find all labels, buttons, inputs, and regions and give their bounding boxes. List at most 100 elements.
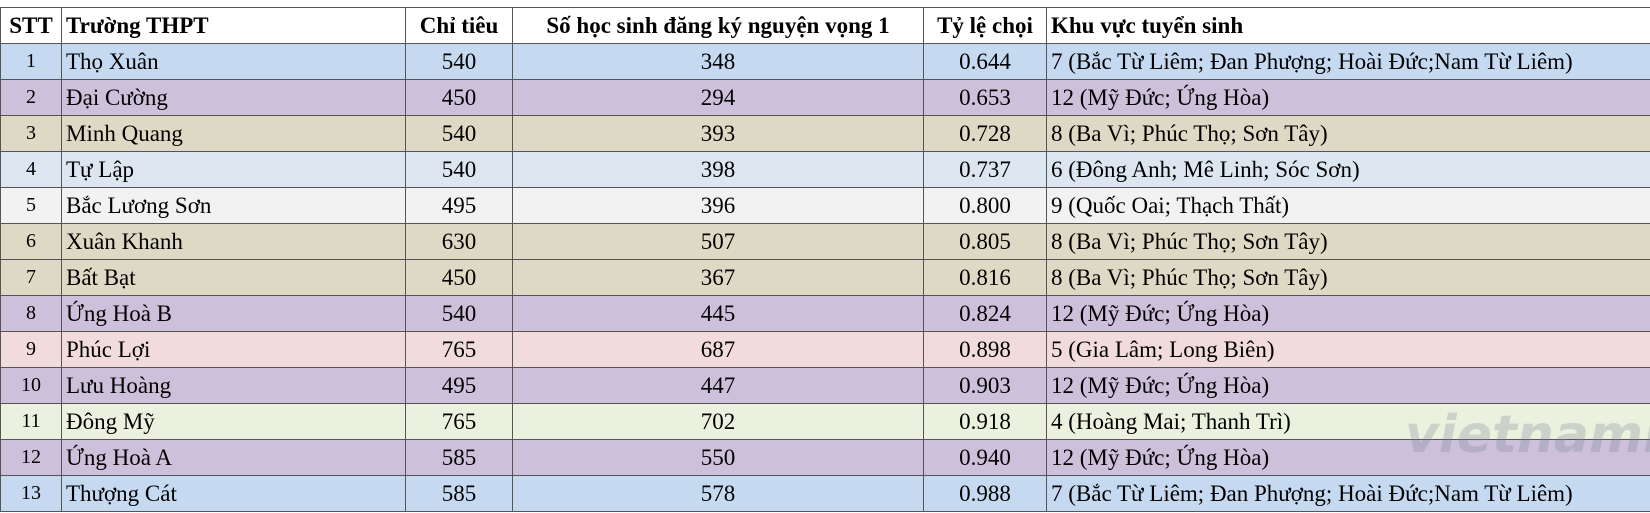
table-cell: 7 — [0, 259, 62, 296]
table-cell: Thọ Xuân — [61, 43, 406, 80]
table-cell: Ứng Hoà B — [61, 295, 406, 332]
table-cell: 13 — [0, 475, 62, 512]
table-cell: 6 (Đông Anh; Mê Linh; Sóc Sơn) — [1046, 151, 1650, 188]
table-cell: 396 — [512, 187, 924, 224]
table-cell: 6 — [0, 223, 62, 260]
table-cell: 540 — [405, 295, 513, 332]
table-cell: 12 (Mỹ Đức; Ứng Hòa) — [1046, 79, 1650, 116]
table-cell: 2 — [0, 79, 62, 116]
table-row: 6 Xuân Khanh 630 507 0.805 8 (Ba Vì; Phúc Thọ… — [0, 223, 1650, 260]
table-row: 11 Đông Mỹ 765 702 0.918 4 (Hoàng Mai; Thanh … — [0, 403, 1650, 440]
table-cell: 765 — [405, 403, 513, 440]
table-cell: Bất Bạt — [61, 259, 406, 296]
table-cell: 4 (Hoàng Mai; Thanh Trì) — [1046, 403, 1650, 440]
table-cell: 507 — [512, 223, 924, 260]
table-cell: 8 (Ba Vì; Phúc Thọ; Sơn Tây) — [1046, 223, 1650, 260]
table-cell: 398 — [512, 151, 924, 188]
table-row: 1 Thọ Xuân 540 348 0.644 7 (Bắc Từ Liêm; Đan … — [0, 43, 1650, 80]
table-cell: 11 — [0, 403, 62, 440]
table-cell: 578 — [512, 475, 924, 512]
table-cell: 9 — [0, 331, 62, 368]
table-cell: 0.800 — [923, 187, 1047, 224]
table-body: 1 Thọ Xuân 540 348 0.644 7 (Bắc Từ Liêm; Đan … — [0, 43, 1650, 512]
table-row: 5 Bắc Lương Sơn 495 396 0.800 9 (Quốc Oai; Th… — [0, 187, 1650, 224]
table-cell: 0.903 — [923, 367, 1047, 404]
table-cell: 8 — [0, 295, 62, 332]
table-cell: 294 — [512, 79, 924, 116]
header-row: STT Trường THPT Chỉ tiêu Số học sinh đăng k… — [0, 7, 1650, 44]
table-cell: Xuân Khanh — [61, 223, 406, 260]
table-cell: 687 — [512, 331, 924, 368]
table-cell: 495 — [405, 367, 513, 404]
table-cell: 0.644 — [923, 43, 1047, 80]
table-row: 4 Tự Lập 540 398 0.737 6 (Đông Anh; Mê Linh; … — [0, 151, 1650, 188]
table-row: 12 Ứng Hoà A 585 550 0.940 12 (Mỹ Đức; Ứng Hò… — [0, 439, 1650, 476]
table-cell: 765 — [405, 331, 513, 368]
table-cell: Minh Quang — [61, 115, 406, 152]
table-cell: Phúc Lợi — [61, 331, 406, 368]
table-cell: 367 — [512, 259, 924, 296]
header-cell: Số học sinh đăng ký nguyện vọng 1 — [512, 7, 924, 44]
table-cell: 12 (Mỹ Đức; Ứng Hòa) — [1046, 439, 1650, 476]
table-cell: 450 — [405, 259, 513, 296]
data-table: STT Trường THPT Chỉ tiêu Số học sinh đăng k… — [0, 7, 1650, 512]
table-cell: Ứng Hoà A — [61, 439, 406, 476]
table-row: 7 Bất Bạt 450 367 0.816 8 (Ba Vì; Phúc Thọ; S… — [0, 259, 1650, 296]
table-cell: 0.940 — [923, 439, 1047, 476]
table-row: 8 Ứng Hoà B 540 445 0.824 12 (Mỹ Đức; Ứng Hòa… — [0, 295, 1650, 332]
header-cell: STT — [0, 7, 62, 44]
table-cell: 393 — [512, 115, 924, 152]
table-cell: 12 (Mỹ Đức; Ứng Hòa) — [1046, 295, 1650, 332]
table-cell: Bắc Lương Sơn — [61, 187, 406, 224]
table-cell: 348 — [512, 43, 924, 80]
table-cell: 0.824 — [923, 295, 1047, 332]
table-cell: 702 — [512, 403, 924, 440]
table-cell: Tự Lập — [61, 151, 406, 188]
table-cell: 445 — [512, 295, 924, 332]
table-cell: 1 — [0, 43, 62, 80]
table-cell: 4 — [0, 151, 62, 188]
header-cell: Chỉ tiêu — [405, 7, 513, 44]
table-cell: 0.805 — [923, 223, 1047, 260]
table-cell: 0.653 — [923, 79, 1047, 116]
table-cell: 585 — [405, 475, 513, 512]
table-row: 2 Đại Cường 450 294 0.653 12 (Mỹ Đức; Ứng Hòa… — [0, 79, 1650, 116]
table-cell: 450 — [405, 79, 513, 116]
table-cell: 9 (Quốc Oai; Thạch Thất) — [1046, 187, 1650, 224]
table-cell: 540 — [405, 151, 513, 188]
table-row: 10 Lưu Hoàng 495 447 0.903 12 (Mỹ Đức; Ứng Hò… — [0, 367, 1650, 404]
table-cell: 447 — [512, 367, 924, 404]
table-cell: 7 (Bắc Từ Liêm; Đan Phượng; Hoài Đức;Nam… — [1046, 43, 1650, 80]
table-cell: Lưu Hoàng — [61, 367, 406, 404]
table-cell: 0.728 — [923, 115, 1047, 152]
table-cell: 540 — [405, 43, 513, 80]
table-cell: 0.737 — [923, 151, 1047, 188]
table-cell: 550 — [512, 439, 924, 476]
header-cell: Trường THPT — [61, 7, 406, 44]
table-cell: 0.918 — [923, 403, 1047, 440]
table-cell: Đại Cường — [61, 79, 406, 116]
table-row: 3 Minh Quang 540 393 0.728 8 (Ba Vì; Phúc Thọ… — [0, 115, 1650, 152]
header-cell: Tỷ lệ chọi — [923, 7, 1047, 44]
table-cell: 630 — [405, 223, 513, 260]
table-cell: 10 — [0, 367, 62, 404]
table-row: 9 Phúc Lợi 765 687 0.898 5 (Gia Lâm; Long Biê… — [0, 331, 1650, 368]
table-cell: 3 — [0, 115, 62, 152]
table-cell: 5 — [0, 187, 62, 224]
table-cell: 12 (Mỹ Đức; Ứng Hòa) — [1046, 367, 1650, 404]
table-cell: 0.898 — [923, 331, 1047, 368]
table-cell: 0.816 — [923, 259, 1047, 296]
table-cell: Đông Mỹ — [61, 403, 406, 440]
table-cell: 5 (Gia Lâm; Long Biên) — [1046, 331, 1650, 368]
table-row: 13 Thượng Cát 585 578 0.988 7 (Bắc Từ Liêm; Đ… — [0, 475, 1650, 512]
table-cell: 7 (Bắc Từ Liêm; Đan Phượng; Hoài Đức;Nam… — [1046, 475, 1650, 512]
table-cell: 495 — [405, 187, 513, 224]
table-cell: Thượng Cát — [61, 475, 406, 512]
table-cell: 0.988 — [923, 475, 1047, 512]
table-cell: 540 — [405, 115, 513, 152]
header-cell: Khu vực tuyển sinh — [1046, 7, 1650, 44]
table-cell: 585 — [405, 439, 513, 476]
table-cell: 12 — [0, 439, 62, 476]
